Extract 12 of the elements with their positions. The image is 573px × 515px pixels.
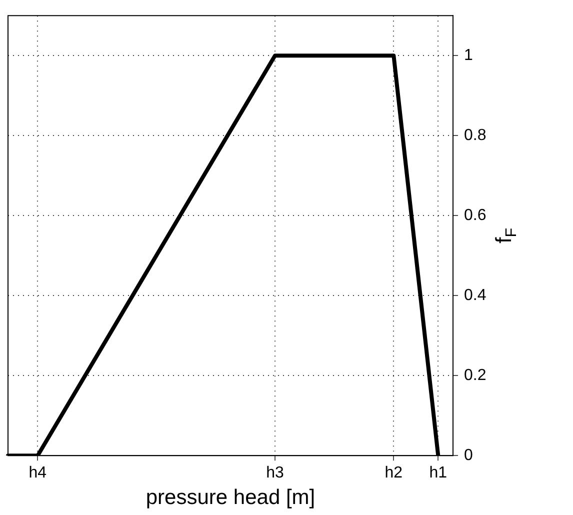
x-tick-label: h4	[28, 464, 47, 482]
y-tick-label: 0.2	[464, 367, 486, 384]
y-tick-label: 0.8	[464, 127, 486, 144]
x-tick-label: h1	[429, 464, 448, 482]
x-tick-label: h2	[384, 464, 403, 482]
x-axis-title: pressure head [m]	[146, 486, 316, 510]
x-tick-label: h3	[266, 464, 284, 482]
y-tick-label: 0.4	[464, 287, 486, 304]
y-tick-label: 0.6	[464, 207, 486, 224]
y-axis-title: fF	[491, 228, 520, 244]
y-tick-label: 0	[464, 447, 473, 464]
y-tick-label: 1	[464, 47, 473, 64]
